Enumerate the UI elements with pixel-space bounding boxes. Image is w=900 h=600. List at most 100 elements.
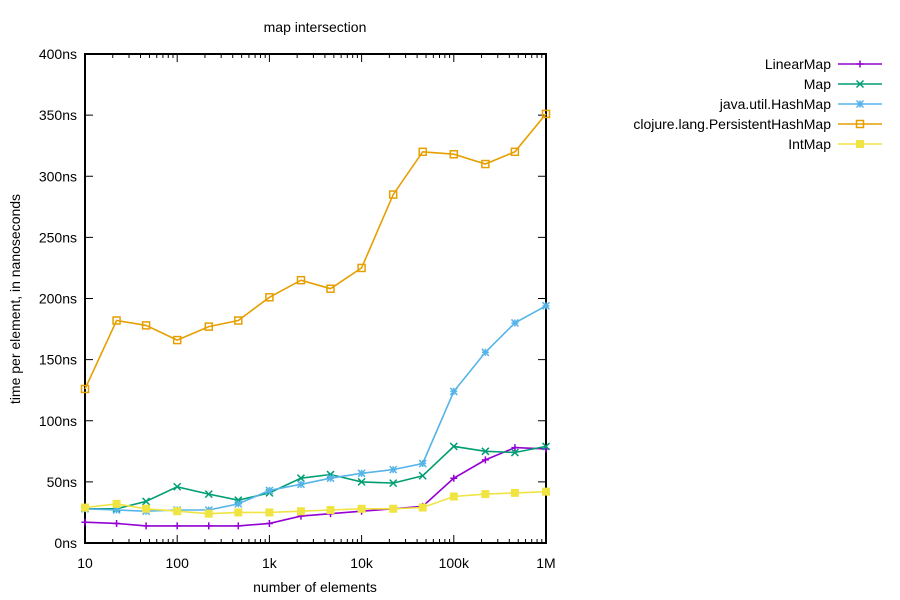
- data-point: [172, 335, 182, 345]
- data-point: [234, 499, 243, 508]
- series-line: [84, 490, 547, 515]
- y-tick-label: 150ns: [39, 352, 77, 368]
- data-point: [418, 471, 427, 480]
- y-tick-label: 200ns: [39, 291, 77, 307]
- data-point: [856, 140, 864, 148]
- data-point: [855, 99, 865, 109]
- x-tick-label: 1M: [536, 555, 555, 571]
- data-point: [173, 507, 182, 516]
- x-tick-label: 100: [166, 555, 190, 571]
- data-point: [205, 522, 213, 530]
- y-axis-label: time per element, in nanoseconds: [7, 194, 23, 404]
- plot-frame: [84, 53, 547, 544]
- data-point: [296, 507, 305, 516]
- x-tick-label: 10: [77, 555, 93, 571]
- data-point: [204, 322, 214, 331]
- data-point: [81, 503, 89, 512]
- data-point: [418, 147, 427, 157]
- legend-label: Map: [804, 76, 831, 92]
- data-point: [204, 490, 213, 499]
- data-point: [265, 486, 274, 495]
- data-point: [265, 508, 274, 517]
- y-tick-label: 50ns: [47, 474, 77, 490]
- data-point: [142, 497, 151, 506]
- legend-item: LinearMap: [765, 56, 882, 72]
- data-point: [541, 109, 551, 119]
- y-tick-label: 250ns: [39, 229, 77, 245]
- legend-label: IntMap: [788, 136, 831, 152]
- data-point: [265, 293, 274, 302]
- data-point: [481, 456, 489, 464]
- data-point: [510, 448, 519, 457]
- legend-label: clojure.lang.PersistentHashMap: [633, 116, 831, 132]
- data-point: [357, 469, 366, 478]
- data-point: [855, 119, 865, 129]
- series-line: [85, 445, 547, 510]
- legend-item: java.util.HashMap: [719, 96, 882, 112]
- data-point: [234, 316, 243, 325]
- data-point: [510, 147, 520, 157]
- data-point: [541, 301, 551, 310]
- series-line: [84, 113, 547, 390]
- x-axis-label: number of elements: [253, 579, 377, 595]
- y-tick-label: 400ns: [39, 46, 77, 62]
- data-point: [265, 519, 273, 527]
- data-point: [296, 275, 306, 285]
- data-point: [81, 518, 89, 526]
- y-tick-label: 350ns: [39, 107, 77, 123]
- data-point: [142, 522, 150, 530]
- data-point: [449, 149, 459, 159]
- data-point: [389, 504, 398, 513]
- x-tick-label: 100k: [439, 555, 470, 571]
- data-point: [389, 465, 398, 474]
- data-point: [449, 492, 458, 501]
- data-point: [418, 459, 427, 468]
- series-java-util-hashmap: [80, 301, 551, 516]
- data-point: [112, 316, 121, 325]
- data-point: [510, 488, 519, 497]
- series-linearmap: [81, 444, 550, 530]
- data-point: [481, 159, 490, 169]
- data-point: [141, 321, 151, 330]
- data-point: [234, 522, 242, 530]
- data-point: [112, 499, 121, 508]
- data-point: [80, 384, 90, 394]
- y-tick-label: 300ns: [39, 168, 77, 184]
- data-point: [173, 482, 182, 491]
- data-point: [112, 505, 121, 515]
- data-point: [173, 522, 181, 530]
- y-tick-label: 100ns: [39, 413, 77, 429]
- data-point: [449, 442, 458, 451]
- data-point: [357, 477, 366, 486]
- legend-label: LinearMap: [765, 56, 831, 72]
- series-intmap: [81, 487, 550, 518]
- data-point: [450, 474, 458, 482]
- series-line: [84, 305, 547, 513]
- data-point: [510, 318, 519, 327]
- data-point: [542, 487, 550, 496]
- series-lines: [80, 109, 551, 530]
- legend-item: IntMap: [788, 136, 882, 152]
- data-point: [418, 503, 427, 512]
- data-point: [296, 480, 306, 489]
- series-clojure-lang-persistenthashmap: [80, 109, 551, 394]
- data-point: [204, 509, 213, 518]
- series-line: [84, 446, 547, 527]
- legend-item: clojure.lang.PersistentHashMap: [633, 116, 882, 132]
- data-point: [357, 504, 366, 513]
- data-point: [234, 508, 243, 517]
- data-point: [855, 79, 865, 89]
- data-point: [389, 479, 398, 488]
- data-point: [541, 442, 551, 451]
- legend-item: Map: [804, 76, 882, 92]
- chart-title: map intersection: [264, 19, 367, 35]
- data-point: [481, 490, 490, 499]
- data-point: [296, 474, 306, 483]
- data-point: [481, 348, 490, 357]
- series-map: [80, 442, 551, 513]
- data-point: [856, 60, 864, 68]
- x-tick-label: 10k: [350, 555, 374, 571]
- x-tick-label: 1k: [262, 555, 278, 571]
- data-point: [511, 444, 519, 452]
